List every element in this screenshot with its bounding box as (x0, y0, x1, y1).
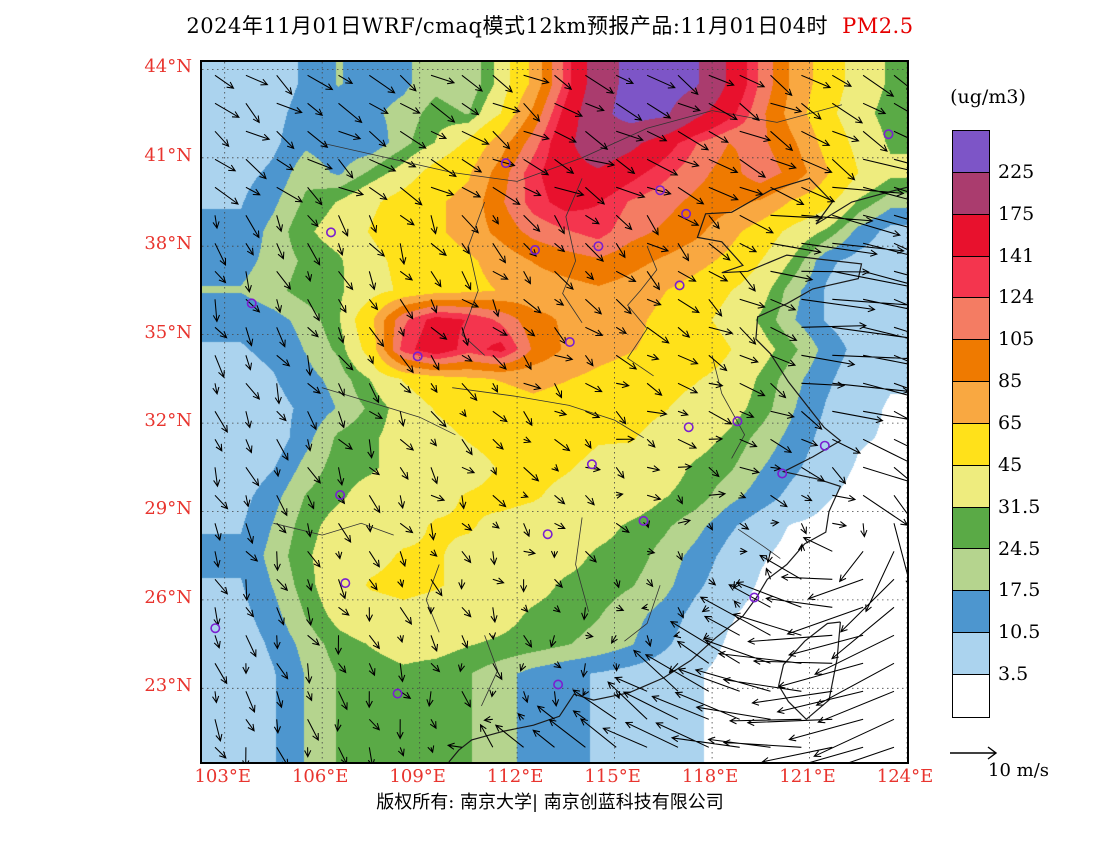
city-marker-17 (749, 592, 760, 603)
colorbar-segment-4 (953, 298, 989, 341)
lon-tick-label-109E: 109°E (389, 766, 446, 787)
chart-title: 2024年11月01日WRF/cmaq模式12km预报产品:11月01日04时 P… (0, 10, 1100, 40)
city-marker-13 (777, 468, 788, 479)
colorbar-label-85: 85 (998, 370, 1023, 393)
colorbar-segment-12 (953, 633, 989, 675)
city-marker-8 (564, 336, 575, 347)
city-marker-5 (246, 298, 257, 309)
lon-tick-label-115E: 115°E (584, 766, 641, 787)
city-marker-15 (542, 529, 553, 540)
lat-tick-label-35N: 35°N (144, 321, 192, 343)
city-marker-11 (732, 416, 743, 427)
lon-tick-label-103E: 103°E (194, 766, 251, 787)
colorbar-segment-5 (953, 340, 989, 383)
city-marker-2 (593, 241, 604, 252)
lat-tick-label-26N: 26°N (144, 586, 192, 608)
colorbar-segment-9 (953, 507, 989, 550)
colorbar-label-3.5: 3.5 (998, 663, 1029, 686)
copyright-text: 版权所有: 南京大学| 南京创蓝科技有限公司 (376, 792, 724, 813)
lat-tick-label-23N: 23°N (144, 675, 192, 697)
city-marker-4 (326, 227, 337, 238)
wind-vector-arrows (212, 74, 907, 762)
city-marker-20 (340, 578, 351, 589)
city-marker-18 (553, 679, 564, 690)
colorbar-label-175: 175 (998, 202, 1035, 225)
colorbar-segment-13 (953, 674, 989, 717)
wind-reference-arrow (950, 746, 998, 760)
lat-tick-label-32N: 32°N (144, 410, 192, 432)
lon-tick-label-106E: 106°E (291, 766, 349, 787)
colorbar-segment-10 (953, 549, 989, 592)
chart-title-main: 2024年11月01日WRF/cmaq模式12km预报产品:11月01日04时 (186, 14, 829, 38)
colorbar-label-10.5: 10.5 (998, 621, 1041, 644)
colorbar-unit-label: (ug/m3) (950, 86, 1026, 108)
city-marker-12 (819, 440, 830, 451)
city-marker-7 (412, 351, 423, 362)
map-area (200, 60, 909, 764)
city-marker-10 (683, 422, 694, 433)
colorbar-segment-6 (953, 382, 989, 424)
colorbar-label-24.5: 24.5 (998, 537, 1041, 560)
chart-title-pollutant: PM2.5 (842, 14, 914, 38)
lat-tick-label-41N: 41°N (144, 144, 192, 166)
city-marker-21 (210, 623, 221, 634)
lon-tick-label-121E: 121°E (779, 766, 836, 787)
colorbar-label-141: 141 (998, 244, 1035, 267)
lon-tick-label-124E: 124°E (876, 766, 934, 787)
colorbar-label-105: 105 (998, 328, 1035, 351)
colorbar-segment-2 (953, 214, 989, 257)
colorbar (952, 130, 990, 718)
city-marker-3 (529, 245, 540, 256)
colorbar-label-31.5: 31.5 (998, 495, 1041, 518)
colorbar-segment-0 (953, 131, 989, 173)
city-markers (210, 129, 894, 699)
lat-tick-label-44N: 44°N (144, 56, 192, 78)
city-marker-16 (638, 515, 649, 526)
city-marker-0 (655, 185, 666, 196)
colorbar-segment-1 (953, 172, 989, 215)
lon-tick-label-112E: 112°E (486, 766, 544, 787)
colorbar-label-17.5: 17.5 (998, 579, 1041, 602)
coastline (448, 177, 907, 762)
colorbar-segment-8 (953, 465, 989, 508)
city-marker-1 (681, 208, 692, 219)
city-marker-19 (392, 688, 403, 699)
lat-tick-label-38N: 38°N (144, 233, 192, 255)
city-marker-14 (586, 459, 597, 470)
colorbar-label-65: 65 (998, 412, 1023, 434)
city-marker-9 (674, 280, 685, 291)
map-overlay (202, 62, 907, 762)
lon-tick-label-118E: 118°E (681, 766, 739, 787)
city-marker-23 (883, 129, 894, 140)
lat-tick-label-29N: 29°N (144, 498, 192, 520)
colorbar-segment-7 (953, 423, 989, 466)
city-marker-6 (500, 158, 511, 169)
city-marker-22 (335, 489, 346, 500)
wind-reference-label: 10 m/s (988, 760, 1049, 781)
colorbar-segment-3 (953, 256, 989, 299)
colorbar-label-124: 124 (998, 286, 1035, 309)
colorbar-label-225: 225 (998, 160, 1035, 183)
colorbar-label-45: 45 (998, 453, 1023, 476)
colorbar-segment-11 (953, 591, 989, 634)
graticule-grid-lines (202, 62, 907, 762)
